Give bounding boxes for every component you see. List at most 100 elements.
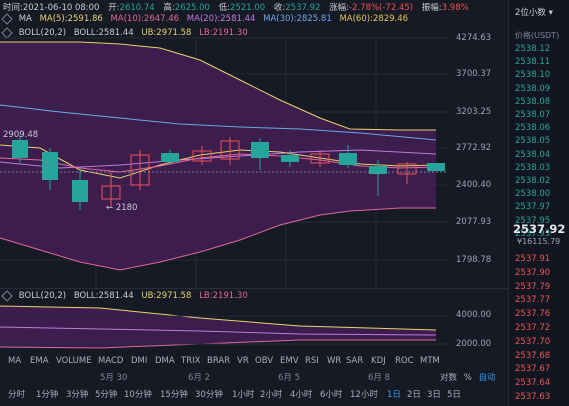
indicator-vr[interactable]: VR <box>237 356 249 366</box>
bid-price[interactable]: 2537.91 <box>515 254 551 264</box>
percent-scale-toggle[interactable]: % <box>463 373 472 383</box>
ask-price[interactable]: 2538.04 <box>515 149 551 160</box>
precision-label: 2位小数 <box>515 8 546 18</box>
change-value: -2.78%(-72.45) <box>348 3 414 13</box>
indicator-volume[interactable]: VOLUME <box>56 356 92 366</box>
time-axis: 5月 30 6月 2 6月 5 6月 8 <box>0 371 448 383</box>
ask-price[interactable]: 2538.05 <box>515 136 551 147</box>
orderbook-panel: 2位小数 ▾ 价格(USDT) 2538.12 2538.11 2538.10 253… <box>508 0 569 406</box>
period-30m[interactable]: 30分钟 <box>195 390 223 400</box>
time-label: 5月 30 <box>100 373 128 383</box>
ma10-value: MA(10):2647.46 <box>110 14 180 24</box>
bid-price[interactable]: 2537.64 <box>515 378 551 389</box>
axis-tick: 2077.93 <box>456 217 492 227</box>
main-chart[interactable] <box>0 0 448 290</box>
ask-price[interactable]: 2537.97 <box>515 202 551 213</box>
period-6h[interactable]: 6小时 <box>320 390 343 400</box>
indicator-mtm[interactable]: MTM <box>420 356 440 366</box>
last-volume: ¥16115.79 <box>517 237 561 246</box>
indicator-sar[interactable]: SAR <box>346 356 364 366</box>
ask-price[interactable]: 2538.00 <box>515 189 551 200</box>
ask-price[interactable]: 2538.11 <box>515 57 551 68</box>
indicator-brar[interactable]: BRAR <box>207 356 231 366</box>
bid-price[interactable]: 2537.68 <box>515 350 551 361</box>
period-12h[interactable]: 12小时 <box>350 390 378 400</box>
indicator-trix[interactable]: TRIX <box>181 356 201 366</box>
high-marker-label: 2909.48 <box>3 130 39 140</box>
change-label: 涨幅: <box>329 3 349 13</box>
period-1h[interactable]: 1小时 <box>232 390 255 400</box>
bid-price[interactable]: 2537.72 <box>515 323 551 333</box>
amp-value: 3.98% <box>441 3 469 13</box>
period-timeshare[interactable]: 分时 <box>8 390 26 400</box>
indicator-dma[interactable]: DMA <box>155 356 175 366</box>
indicator-ma[interactable]: MA <box>8 356 22 366</box>
bid-price[interactable]: 2537.76 <box>515 309 551 320</box>
bid-price[interactable]: 2537.67 <box>515 364 551 375</box>
boll-value: BOLL:2581.44 <box>73 28 134 38</box>
period-3m[interactable]: 3分钟 <box>66 390 89 400</box>
period-1m[interactable]: 1分钟 <box>36 390 59 400</box>
log-scale-toggle[interactable]: 对数 <box>440 373 458 383</box>
axis-tick: 2400.40 <box>456 180 492 190</box>
indicator-macd[interactable]: MACD <box>98 356 124 366</box>
ask-price[interactable]: 2538.06 <box>515 123 551 134</box>
indicator-dmi[interactable]: DMI <box>131 356 148 366</box>
amp-label: 振幅: <box>421 3 442 13</box>
ma-legend: MA MA(5):2591.86 MA(10):2647.46 MA(20):2… <box>1 12 413 25</box>
period-2h[interactable]: 2小时 <box>260 390 283 400</box>
ask-price[interactable]: 2537.95 <box>515 215 551 226</box>
indicator-rsi[interactable]: RSI <box>305 356 319 366</box>
ma20-line <box>0 149 437 169</box>
low-label: 低: <box>218 3 231 13</box>
lb-value: LB:2191.30 <box>199 28 248 38</box>
ask-price[interactable]: 2538.08 <box>515 96 551 107</box>
ma30-value: MA(30):2825.81 <box>263 14 332 24</box>
period-5m[interactable]: 5分钟 <box>95 390 118 400</box>
ask-price[interactable]: 2538.02 <box>515 176 551 186</box>
sub-boll-value: BOLL:2581.44 <box>73 291 134 301</box>
pane-divider[interactable] <box>0 288 508 289</box>
bid-price[interactable]: 2537.79 <box>515 281 551 292</box>
ask-price[interactable]: 2538.12 <box>515 44 551 54</box>
sub-ub-line <box>0 305 437 331</box>
indicator-kdj[interactable]: KDJ <box>371 356 386 366</box>
high-label: 高: <box>163 3 175 13</box>
ask-price[interactable]: 2538.10 <box>515 70 551 81</box>
period-2d[interactable]: 2日 <box>407 390 421 400</box>
sub-boll-name: BOLL(20,2) <box>18 291 67 301</box>
ub-value: UB:2971.58 <box>141 28 192 38</box>
ma-name: MA <box>18 14 32 24</box>
period-3d[interactable]: 3日 <box>427 390 441 400</box>
auto-scale-toggle[interactable]: 自动 <box>478 373 496 383</box>
close-value: 2537.92 <box>285 3 321 13</box>
indicator-bar: MA EMA VOLUME MACD DMI DMA TRIX BRAR VR … <box>0 352 508 370</box>
period-5d[interactable]: 5日 <box>447 390 461 400</box>
sub-chart[interactable] <box>0 300 448 352</box>
main-price-axis[interactable]: 4274.63 3700.37 3203.25 2772.92 2400.40 … <box>448 0 508 290</box>
indicator-emv[interactable]: EMV <box>280 356 299 366</box>
ask-price[interactable]: 2538.07 <box>515 110 551 120</box>
sub-axis[interactable]: 4000.00 2000.00 <box>448 300 508 352</box>
bid-price[interactable]: 2537.63 <box>515 392 551 402</box>
period-15m[interactable]: 15分钟 <box>160 390 188 400</box>
ask-price[interactable]: 2537.93 <box>515 228 551 239</box>
period-4h[interactable]: 4小时 <box>290 390 313 400</box>
bid-price[interactable]: 2537.90 <box>515 267 551 278</box>
indicator-obv[interactable]: OBV <box>255 356 274 366</box>
period-10m[interactable]: 10分钟 <box>124 390 152 400</box>
indicator-wr[interactable]: WR <box>327 356 342 366</box>
ask-price[interactable]: 2538.03 <box>515 162 551 173</box>
bid-price[interactable]: 2537.70 <box>515 336 551 347</box>
ma30-line <box>0 104 437 141</box>
precision-select[interactable]: 2位小数 ▾ <box>515 6 553 18</box>
axis-tick: 3700.37 <box>456 69 492 79</box>
bid-price[interactable]: 2537.77 <box>515 295 551 306</box>
last-price: 2537.92 <box>513 222 566 236</box>
axis-tick: 3203.25 <box>456 107 492 117</box>
sub-band-fill <box>0 306 436 348</box>
indicator-ema[interactable]: EMA <box>30 356 49 366</box>
ask-price[interactable]: 2538.09 <box>515 83 551 94</box>
indicator-roc[interactable]: ROC <box>395 356 414 366</box>
period-1d[interactable]: 1日 <box>387 390 401 400</box>
